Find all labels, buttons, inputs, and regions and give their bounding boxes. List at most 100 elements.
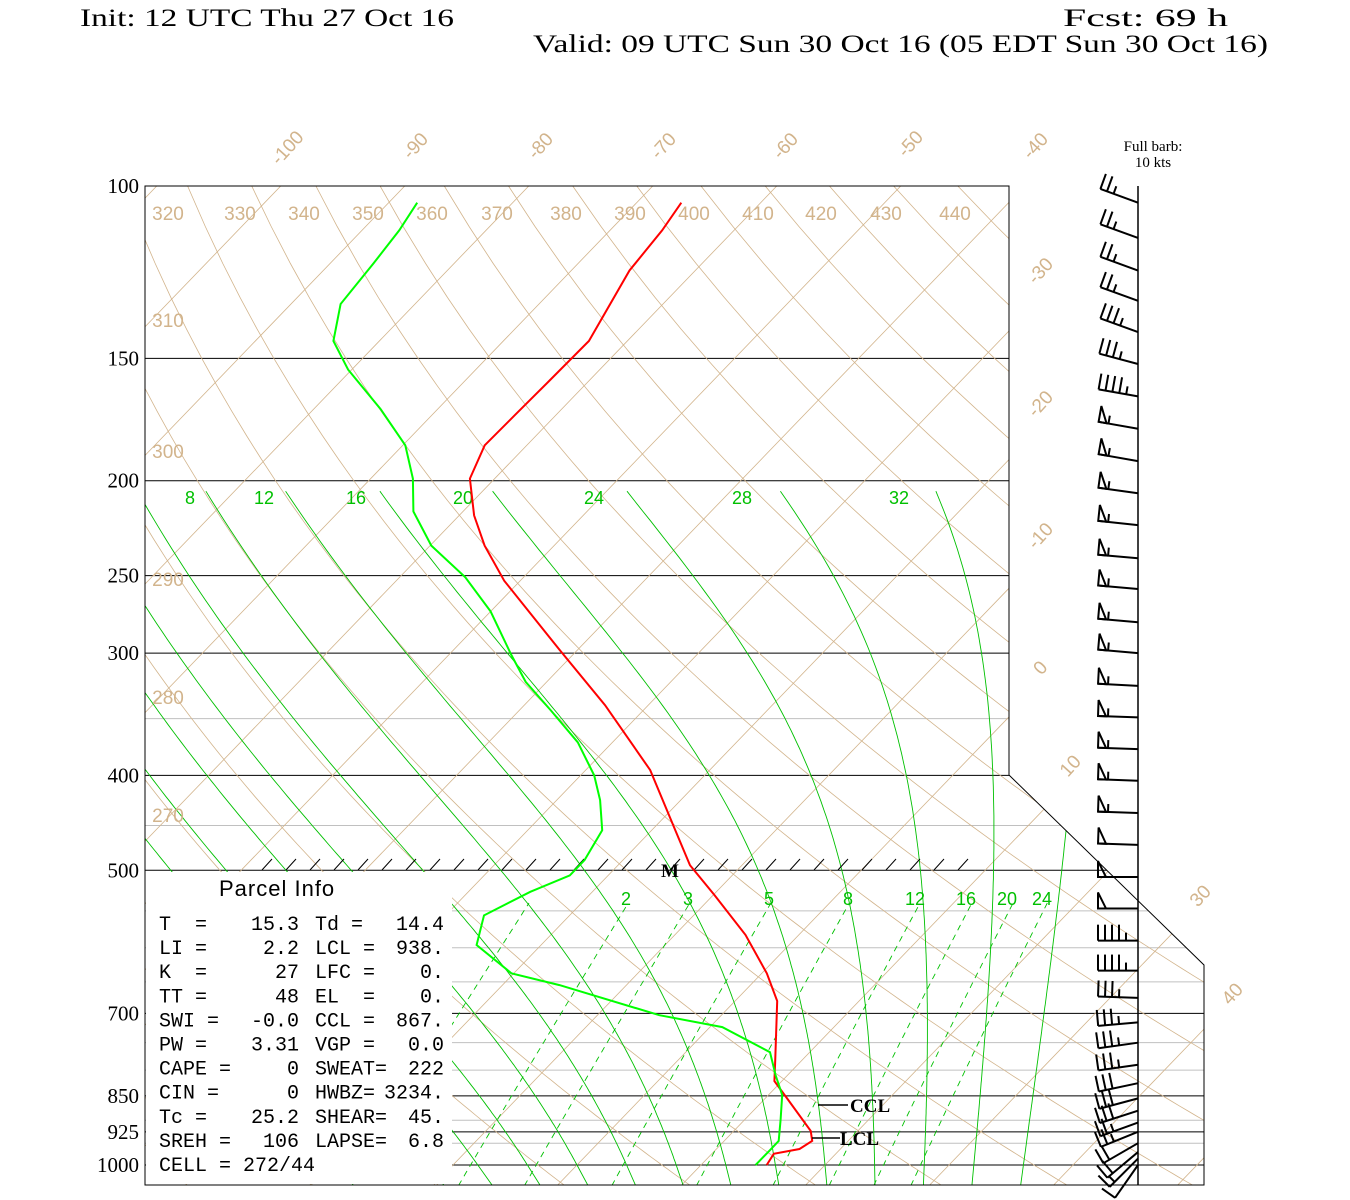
isotherm-label: -20 — [1024, 387, 1058, 421]
wind-barb — [1095, 1052, 1139, 1072]
parcel-info-panel — [146, 872, 452, 1184]
barb-full-feather — [1108, 1072, 1114, 1089]
parcel-label: SREH = — [159, 1131, 231, 1154]
barb-full-feather — [1105, 339, 1112, 356]
parcel-value: 27 — [275, 962, 299, 985]
barb-full-feather — [1106, 305, 1114, 322]
parcel-label: LCL = — [315, 938, 375, 961]
parcel-label: LI = — [159, 938, 207, 961]
max-wind-hatch — [621, 858, 633, 871]
mixing-ratio-line — [611, 902, 772, 1185]
barb-pennant — [1097, 633, 1108, 652]
dry-adiabat-line — [957, 186, 1204, 1185]
barb-shaft — [1102, 1142, 1139, 1165]
isotherm-line — [145, 186, 158, 1185]
barb-full-feather — [1109, 1052, 1114, 1069]
parcel-label: LAPSE= — [315, 1131, 387, 1154]
forecast-hour: Fcst: 69 h — [1063, 5, 1229, 32]
barb-pennant — [1097, 569, 1108, 588]
barb-full-feather — [1095, 1054, 1100, 1071]
parcel-value: 25.2 — [251, 1107, 299, 1130]
moist-adiabat-line — [285, 490, 732, 1185]
pressure-tick-label: 100 — [108, 174, 140, 198]
parcel-label: LFC = — [315, 962, 375, 985]
mixing-ratio-line — [696, 902, 850, 1185]
barb-full-feather — [1101, 1160, 1114, 1174]
dry-adiabat-line — [508, 186, 1204, 1185]
max-wind-hatch — [549, 858, 561, 871]
barb-full-feather — [1118, 377, 1124, 394]
pressure-tick-label: 1000 — [97, 1153, 139, 1177]
parcel-value: 938. — [396, 938, 444, 961]
wind-barb — [1094, 1103, 1139, 1124]
dry-adiabat-line — [572, 186, 1204, 1185]
barb-full-feather — [1097, 373, 1103, 390]
wind-barb — [1099, 303, 1139, 334]
isotherm-label: -40 — [1019, 129, 1053, 163]
isotherm-line — [556, 186, 1204, 1185]
moist-adiabat-label: 24 — [584, 488, 604, 508]
wind-barb — [1097, 633, 1139, 655]
wind-barb — [1099, 241, 1139, 272]
barb-half-feather — [1119, 317, 1124, 326]
wind-barb — [1097, 504, 1139, 527]
moist-adiabat-line — [935, 491, 995, 1185]
wind-barb — [1097, 860, 1138, 879]
max-wind-hatch — [933, 858, 945, 871]
barb-full-feather — [1099, 241, 1107, 258]
barb-full-feather — [1099, 173, 1107, 190]
parcel-value: 0 — [287, 1059, 299, 1082]
isotherm-label: 40 — [1218, 979, 1248, 1009]
moist-adiabat-line — [626, 490, 876, 1185]
dry-adiabat-line — [379, 186, 1204, 1185]
wind-barb — [1096, 762, 1139, 782]
wind-barb — [1099, 271, 1139, 302]
barb-full-feather — [1096, 1164, 1109, 1179]
mixing-ratio-line — [828, 902, 973, 1185]
sounding-profiles — [332, 202, 814, 1166]
barb-full-feather — [1100, 1129, 1109, 1145]
barb-full-feather — [1109, 1008, 1114, 1025]
parcel-value: 2.2 — [263, 938, 299, 961]
dry-adiabat-line — [764, 186, 1204, 1185]
moist-adiabat-label: 32 — [889, 488, 909, 508]
barb-full-feather — [1106, 243, 1114, 260]
parcel-label: CAPE = — [159, 1059, 231, 1082]
mixing-ratio-line — [524, 902, 691, 1185]
barb-half-feather — [1117, 1015, 1121, 1025]
dry-adiabat-line — [829, 186, 1204, 1185]
barb-full-feather — [1100, 1118, 1108, 1135]
pressure-tick-label: 400 — [108, 763, 140, 787]
wind-barb — [1094, 1089, 1139, 1110]
moist-adiabat-label: 28 — [732, 488, 752, 508]
moist-adiabat-line — [379, 490, 780, 1185]
barb-full-feather — [1095, 1032, 1100, 1049]
barb-half-feather — [1108, 1175, 1116, 1183]
barb-pennant — [1096, 762, 1108, 781]
max-wind-hatch — [333, 858, 345, 871]
parcel-info-title: Parcel Info — [219, 876, 335, 901]
barb-half-feather — [1125, 386, 1129, 395]
barb-full-feather — [1104, 980, 1107, 997]
plot-frame — [144, 185, 1205, 1186]
max-wind-hatch — [285, 858, 297, 871]
moist-adiabat-line — [780, 490, 928, 1185]
dry-adiabat-label: 290 — [152, 570, 184, 591]
barb-full-feather — [1111, 341, 1118, 358]
parcel-value: 3234. — [384, 1083, 444, 1106]
isotherm-label: -70 — [647, 129, 681, 163]
dry-adiabat-label: 440 — [939, 204, 971, 225]
barb-half-feather — [1107, 578, 1110, 587]
max-wind-hatch — [669, 858, 681, 871]
wind-barb — [1097, 954, 1138, 972]
isotherm-label: -30 — [1024, 254, 1058, 288]
barb-full-feather — [1094, 1120, 1102, 1137]
isotherm-label: -10 — [1024, 519, 1058, 553]
max-wind-hatch — [861, 858, 873, 871]
max-wind-hatch — [789, 858, 801, 871]
barb-pennant — [1097, 667, 1108, 686]
max-wind-hatch — [429, 858, 441, 871]
barb-full-feather — [1094, 1093, 1101, 1110]
barb-full-feather — [1100, 1145, 1111, 1161]
